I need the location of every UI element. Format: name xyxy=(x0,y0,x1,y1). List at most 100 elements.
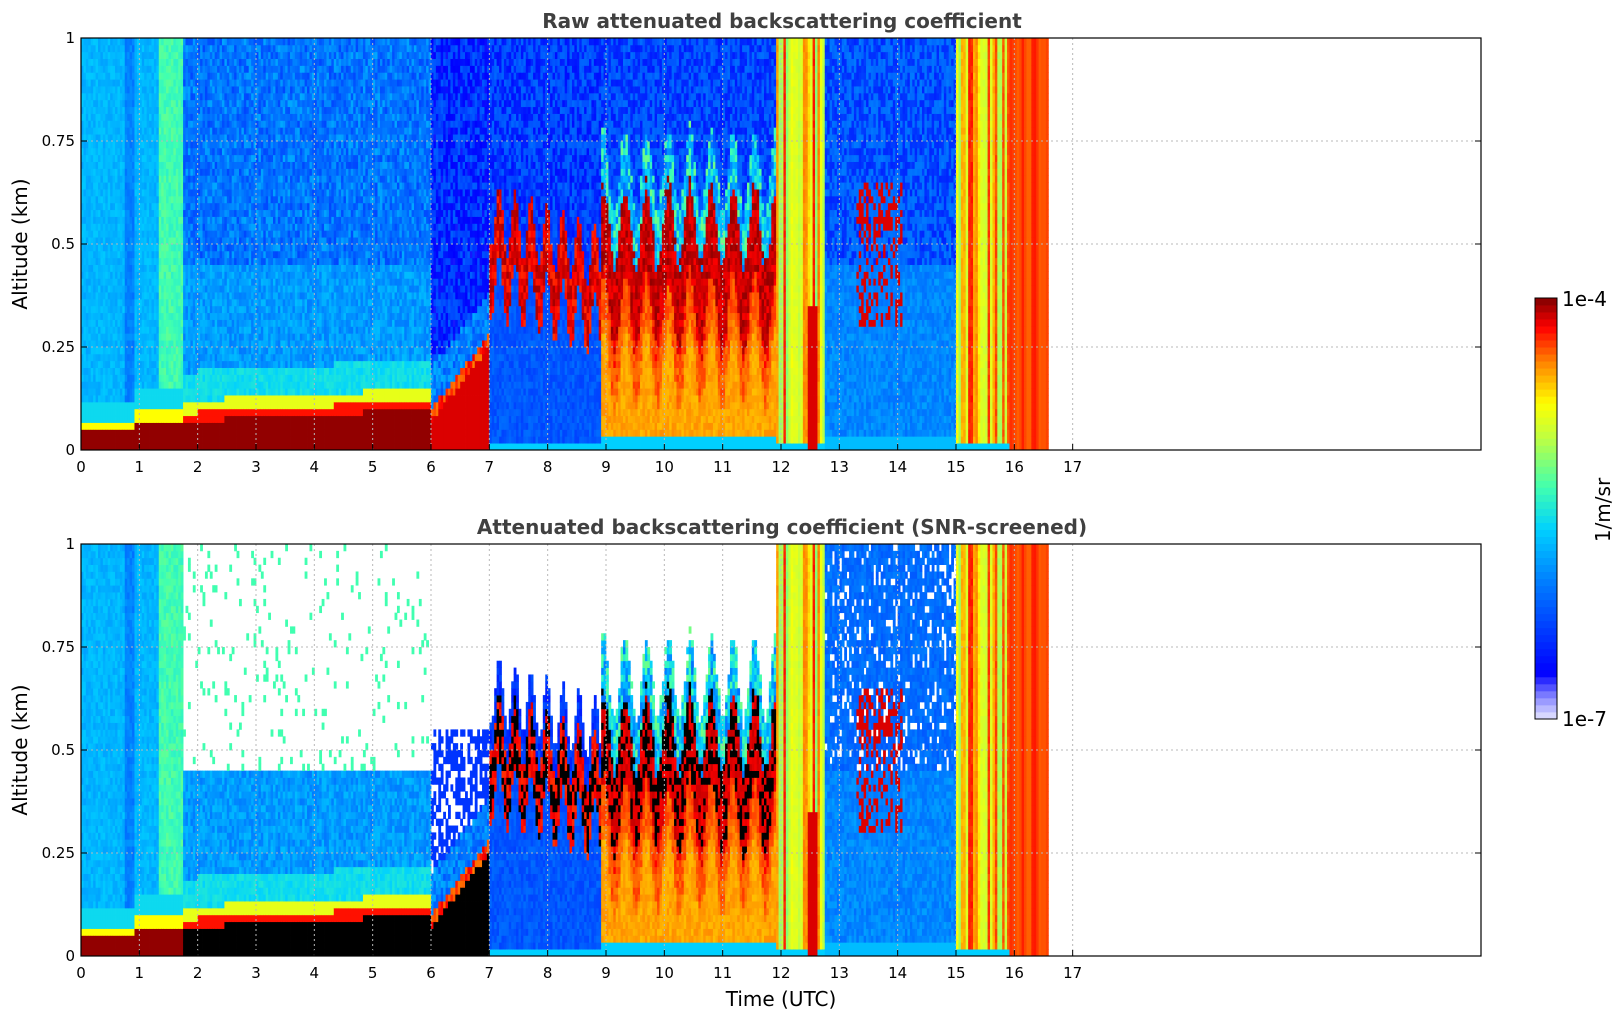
heatmap-cell xyxy=(91,292,94,299)
heatmap-cell xyxy=(108,313,111,320)
heatmap-cell xyxy=(113,114,116,121)
raw-panel: Raw attenuated backscattering coefficien… xyxy=(8,9,1481,476)
heatmap-cell xyxy=(130,100,133,107)
heatmap-cell xyxy=(113,203,116,210)
heatmap-cell xyxy=(105,38,108,45)
heatmap-cell xyxy=(108,223,111,230)
heatmap-cell xyxy=(86,395,89,402)
heatmap-cell xyxy=(98,79,101,86)
heatmap-cell xyxy=(134,79,137,86)
heatmap-cell xyxy=(134,368,137,375)
heatmap-cell xyxy=(91,429,94,436)
heatmap-cell xyxy=(93,237,96,244)
heatmap-cell xyxy=(113,244,116,251)
heatmap-cell xyxy=(100,210,103,217)
heatmap-cell xyxy=(113,217,116,224)
heatmap-cell xyxy=(96,175,99,182)
heatmap-cell xyxy=(115,306,118,313)
heatmap-cell xyxy=(86,155,89,162)
heatmap-cell xyxy=(96,79,99,86)
heatmap-cell xyxy=(88,203,91,210)
heatmap-cell xyxy=(96,258,99,265)
heatmap-cell xyxy=(115,271,118,278)
heatmap-cell xyxy=(88,79,91,86)
heatmap-cell xyxy=(91,361,94,368)
heatmap-cell xyxy=(105,299,108,306)
heatmap-cell xyxy=(120,72,123,79)
heatmap-cell xyxy=(88,313,91,320)
heatmap-cell xyxy=(115,210,118,217)
heatmap-cell xyxy=(105,127,108,134)
heatmap-cell xyxy=(88,189,91,196)
heatmap-cell xyxy=(130,148,133,155)
heatmap-cell xyxy=(117,79,120,86)
heatmap-cell xyxy=(86,120,89,127)
heatmap-cell xyxy=(120,38,123,45)
heatmap-cell xyxy=(115,134,118,141)
heatmap-cell xyxy=(137,134,140,141)
heatmap-cell xyxy=(83,306,86,313)
heatmap-cell xyxy=(120,107,123,114)
heatmap-cell xyxy=(105,175,108,182)
heatmap-cell xyxy=(100,155,103,162)
heatmap-cell xyxy=(132,203,135,210)
heatmap-cell xyxy=(96,223,99,230)
heatmap-cell xyxy=(108,368,111,375)
heatmap-cell xyxy=(137,79,140,86)
heatmap-cell xyxy=(98,292,101,299)
heatmap-cell xyxy=(113,45,116,52)
heatmap-cell xyxy=(117,436,120,443)
heatmap-cell xyxy=(139,244,142,251)
heatmap-cell xyxy=(98,134,101,141)
heatmap-cell xyxy=(93,223,96,230)
heatmap-cell xyxy=(117,230,120,237)
heatmap-cell xyxy=(98,45,101,52)
heatmap-cell xyxy=(134,423,137,430)
heatmap-cell xyxy=(142,313,145,320)
heatmap-cell xyxy=(105,265,108,272)
heatmap-cell xyxy=(115,299,118,306)
heatmap-cell xyxy=(100,285,103,292)
heatmap-cell xyxy=(108,203,111,210)
heatmap-cell xyxy=(93,381,96,388)
heatmap-cell xyxy=(113,278,116,285)
heatmap-cell xyxy=(103,320,106,327)
heatmap-cell xyxy=(83,141,86,148)
heatmap-cell xyxy=(105,72,108,79)
heatmap-cell xyxy=(110,251,113,258)
heatmap-cell xyxy=(117,402,120,409)
heatmap-cell xyxy=(108,320,111,327)
heatmap-cell xyxy=(122,244,125,251)
heatmap-cell xyxy=(144,416,147,423)
heatmap-cell xyxy=(86,79,89,86)
heatmap-cell xyxy=(88,210,91,217)
heatmap-cell xyxy=(132,59,135,66)
heatmap-cell xyxy=(115,120,118,127)
heatmap-cell xyxy=(113,326,116,333)
heatmap-cell xyxy=(88,127,91,134)
heatmap-cell xyxy=(96,237,99,244)
heatmap-cell xyxy=(130,292,133,299)
heatmap-cell xyxy=(139,79,142,86)
heatmap-cell xyxy=(115,423,118,430)
heatmap-cell xyxy=(103,347,106,354)
heatmap-cell xyxy=(86,148,89,155)
heatmap-cell xyxy=(130,361,133,368)
heatmap-cell xyxy=(96,347,99,354)
heatmap-cell xyxy=(91,182,94,189)
heatmap-cell xyxy=(117,45,120,52)
heatmap-cell xyxy=(103,141,106,148)
heatmap-cell xyxy=(134,162,137,169)
heatmap-cell xyxy=(91,114,94,121)
heatmap-cell xyxy=(125,45,128,52)
heatmap-cell xyxy=(83,134,86,141)
heatmap-cell xyxy=(91,65,94,72)
heatmap-cell xyxy=(142,141,145,148)
heatmap-cell xyxy=(100,237,103,244)
heatmap-cell xyxy=(88,299,91,306)
heatmap-cell xyxy=(108,230,111,237)
heatmap-cell xyxy=(105,189,108,196)
heatmap-cell xyxy=(88,443,91,450)
heatmap-cell xyxy=(91,244,94,251)
heatmap-cell xyxy=(83,45,86,52)
